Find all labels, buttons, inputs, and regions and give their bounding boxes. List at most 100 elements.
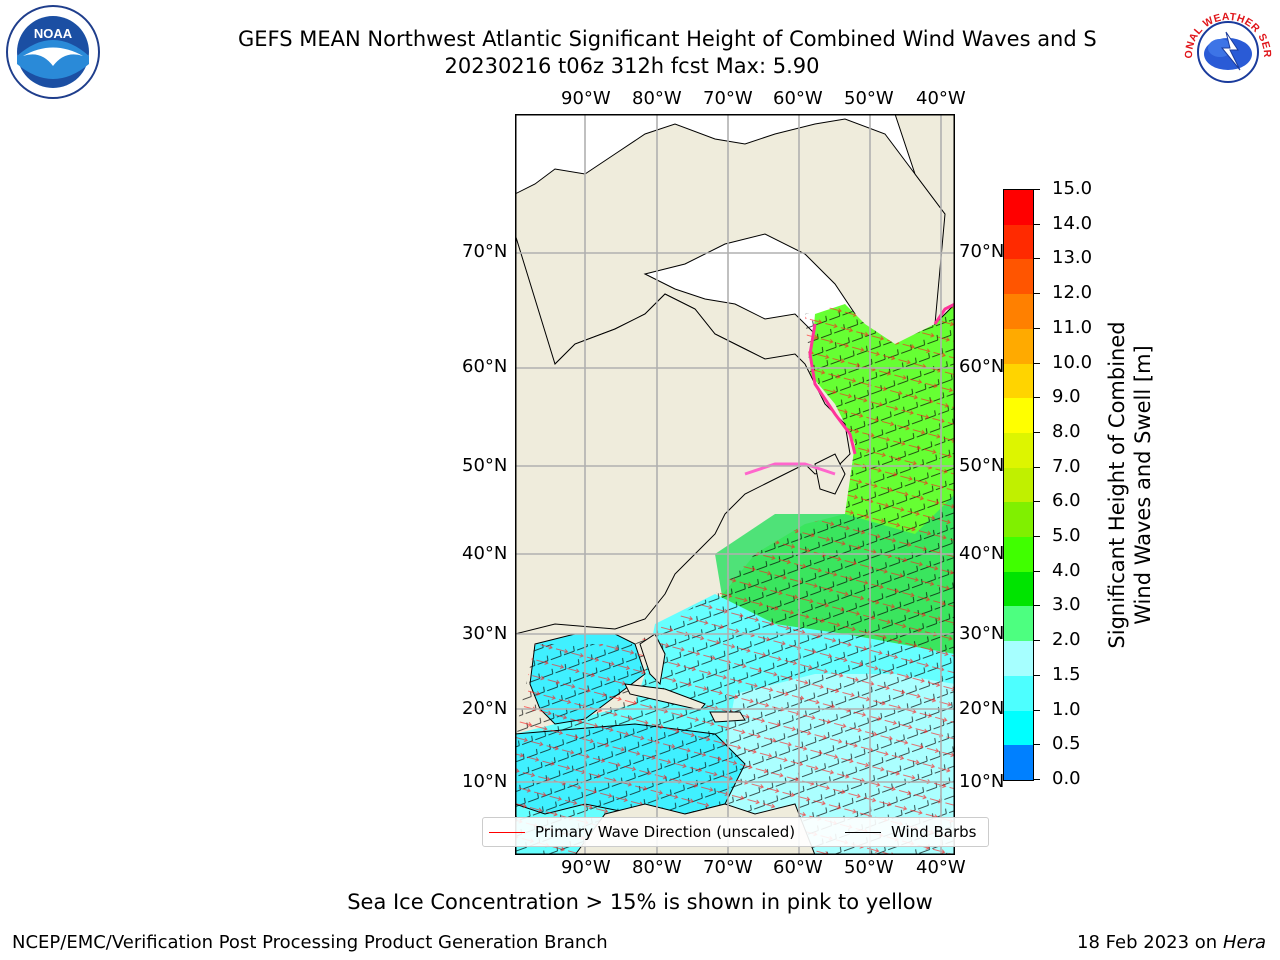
lat-tick-left-60: 60°N — [462, 356, 508, 377]
colorbar-tick-mark — [1034, 223, 1040, 225]
map-legend: Primary Wave Direction (unscaled) Wind B… — [482, 817, 989, 847]
colorbar-segment — [1004, 537, 1033, 572]
colorbar-tick-label: 0.5 — [1052, 733, 1081, 755]
nws-logo: NATIONAL WEATHER SERVICE — [1180, 4, 1273, 97]
lat-tick-right-60: 60°N — [959, 356, 1005, 377]
colorbar-segment — [1004, 675, 1033, 711]
colorbar-tick-mark — [1034, 466, 1040, 468]
lon-tick-bottom-0: 90°W — [561, 857, 611, 878]
lon-tick-top-1: 80°W — [632, 88, 682, 109]
colorbar-segment — [1004, 502, 1033, 538]
colorbar-tick-label: 12.0 — [1052, 282, 1093, 304]
colorbar-tick-mark — [1034, 709, 1040, 711]
colorbar-tick-mark — [1034, 674, 1040, 676]
colorbar-tick-mark — [1034, 779, 1040, 780]
lat-tick-left-40: 40°N — [462, 543, 508, 564]
legend-primary-wave: Primary Wave Direction (unscaled) — [489, 823, 795, 841]
colorbar-segment — [1004, 606, 1033, 642]
lon-tick-bottom-5: 40°W — [916, 857, 966, 878]
colorbar-segment — [1004, 710, 1033, 746]
lat-tick-right-10: 10°N — [959, 771, 1005, 792]
lat-tick-right-50: 50°N — [959, 455, 1005, 476]
lon-tick-bottom-3: 60°W — [773, 857, 823, 878]
lon-tick-top-0: 90°W — [561, 88, 611, 109]
colorbar-tick-mark — [1034, 501, 1040, 503]
colorbar-tick-mark — [1034, 293, 1040, 295]
lon-tick-bottom-2: 70°W — [703, 857, 753, 878]
lat-tick-left-20: 20°N — [462, 698, 508, 719]
figure-title: GEFS MEAN Northwest Atlantic Significant… — [238, 27, 1097, 51]
lon-tick-top-5: 40°W — [916, 88, 966, 109]
colorbar-tick-label: 2.0 — [1052, 629, 1081, 651]
colorbar-tick-mark — [1034, 362, 1040, 364]
colorbar-tick-label: 10.0 — [1052, 351, 1093, 373]
gridlines — [515, 114, 955, 855]
colorbar-segment — [1004, 432, 1033, 468]
north-america-land — [515, 233, 851, 635]
footer-date: 18 Feb 2023 on Hera — [1077, 932, 1266, 953]
wave-direction-field — [515, 304, 955, 855]
colorbar-tick-label: 1.5 — [1052, 663, 1081, 685]
colorbar-segment — [1004, 294, 1033, 329]
colorbar-tick-mark — [1034, 397, 1040, 399]
map-panel — [515, 114, 955, 855]
colorbar-label: Significant Height of Combined Wind Wave… — [1105, 321, 1155, 649]
colorbar-tick-mark — [1034, 744, 1040, 746]
newfoundland — [814, 453, 846, 495]
lon-tick-top-2: 70°W — [703, 88, 753, 109]
colorbar-segment — [1004, 224, 1033, 260]
colorbar-tick-mark — [1034, 640, 1040, 642]
colorbar-segment — [1004, 328, 1033, 364]
colorbar-tick-label: 13.0 — [1052, 247, 1093, 269]
sea-ice-edge-greenland — [933, 302, 955, 325]
legend-wind-barbs: Wind Barbs — [845, 823, 976, 841]
colorbar-segment — [1004, 259, 1033, 295]
colorbar-tick-mark — [1034, 189, 1040, 190]
colorbar-tick-label: 9.0 — [1052, 386, 1081, 408]
lat-tick-right-70: 70°N — [959, 241, 1005, 262]
lat-tick-left-70: 70°N — [462, 241, 508, 262]
colorbar-tick-mark — [1034, 327, 1040, 329]
colorbar-segment — [1004, 641, 1033, 676]
svg-text:NOAA: NOAA — [34, 26, 73, 41]
colorbar-tick-label: 6.0 — [1052, 490, 1081, 512]
sea-ice-edge-labrador — [744, 462, 836, 476]
cuba — [624, 683, 706, 711]
colorbar-tick-label: 5.0 — [1052, 525, 1081, 547]
colorbar-segment — [1004, 571, 1033, 607]
sea-ice-note: Sea Ice Concentration > 15% is shown in … — [347, 890, 933, 914]
lon-tick-bottom-1: 80°W — [632, 857, 682, 878]
colorbar-tick-label: 7.0 — [1052, 455, 1081, 477]
colorbar-tick-label: 3.0 — [1052, 594, 1081, 616]
colorbar-segment — [1004, 190, 1033, 225]
colorbar-tick-label: 0.0 — [1052, 768, 1081, 789]
florida — [639, 633, 666, 686]
lat-tick-right-20: 20°N — [959, 698, 1005, 719]
colorbar-tick-label: 4.0 — [1052, 559, 1081, 581]
lat-tick-left-10: 10°N — [462, 771, 508, 792]
colorbar-tick-label: 8.0 — [1052, 420, 1081, 442]
colorbar-tick-mark — [1034, 258, 1040, 260]
lon-tick-top-3: 60°W — [773, 88, 823, 109]
lat-tick-left-50: 50°N — [462, 455, 508, 476]
greenland-tip — [894, 114, 955, 326]
lat-tick-right-30: 30°N — [959, 623, 1005, 644]
noaa-logo: NOAA — [6, 5, 100, 99]
colorbar-segment — [1004, 467, 1033, 503]
lon-tick-bottom-4: 50°W — [844, 857, 894, 878]
footer-credit: NCEP/EMC/Verification Post Processing Pr… — [12, 932, 608, 953]
colorbar-tick-label: 11.0 — [1052, 316, 1093, 338]
colorbar-segment — [1004, 398, 1033, 433]
colorbar — [1003, 189, 1034, 781]
lon-tick-top-4: 50°W — [844, 88, 894, 109]
colorbar-tick-label: 15.0 — [1052, 178, 1093, 199]
lat-tick-left-30: 30°N — [462, 623, 508, 644]
colorbar-tick-mark — [1034, 431, 1040, 433]
colorbar-tick-mark — [1034, 605, 1040, 607]
colorbar-tick-mark — [1034, 536, 1040, 538]
colorbar-tick-label: 14.0 — [1052, 212, 1093, 234]
colorbar-segment — [1004, 745, 1033, 780]
colorbar-tick-label: 1.0 — [1052, 698, 1081, 720]
figure-subtitle: 20230216 t06z 312h fcst Max: 5.90 — [444, 54, 820, 78]
sea-ice-edge — [808, 323, 857, 455]
